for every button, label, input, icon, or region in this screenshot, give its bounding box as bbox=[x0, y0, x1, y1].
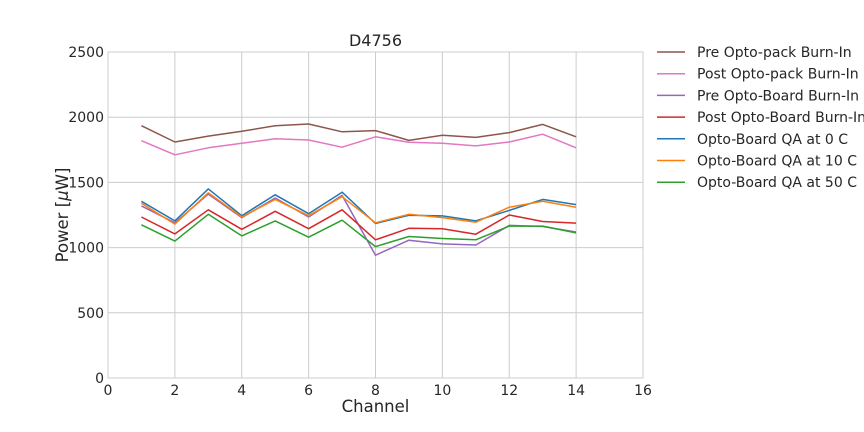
y-axis-title-mu: μ bbox=[53, 190, 72, 202]
x-tick-label: 12 bbox=[500, 383, 518, 399]
series-line-4 bbox=[141, 188, 577, 225]
y-tick-label: 1500 bbox=[68, 175, 104, 191]
legend-label: Pre Opto-Board Burn-In bbox=[697, 88, 859, 104]
y-tick-label: 2000 bbox=[68, 110, 104, 126]
plot-frame bbox=[107, 51, 644, 379]
legend-label: Opto-Board QA at 0 C bbox=[697, 132, 848, 148]
x-tick-label: 0 bbox=[104, 383, 113, 399]
legend-label: Pre Opto-pack Burn-In bbox=[697, 45, 852, 61]
y-axis-title: Power [μW] bbox=[53, 168, 72, 263]
x-axis-title: Channel bbox=[342, 397, 410, 416]
x-tick-label: 10 bbox=[433, 383, 451, 399]
y-axis-title-prefix: Power [ bbox=[53, 201, 72, 263]
tick-labels: 0 2 4 6 8 10 12 14 16 0 500 1000 1500 2000 2500 bbox=[68, 45, 652, 399]
x-tick-label: 14 bbox=[567, 383, 585, 399]
series-line-5 bbox=[141, 192, 577, 225]
series-line-3 bbox=[141, 209, 577, 241]
legend-label: Post Opto-Board Burn-In bbox=[697, 110, 864, 126]
legend-label: Opto-Board QA at 10 C bbox=[697, 154, 857, 170]
y-tick-label: 500 bbox=[77, 306, 104, 322]
series-lines bbox=[141, 123, 577, 256]
x-tick-label: 6 bbox=[304, 383, 313, 399]
x-tick-label: 8 bbox=[371, 383, 380, 399]
legend-label: Post Opto-pack Burn-In bbox=[697, 67, 859, 83]
chart-title: D4756 bbox=[349, 31, 402, 50]
x-tick-label: 16 bbox=[634, 383, 652, 399]
y-tick-label: 1000 bbox=[68, 241, 104, 257]
series-line-1 bbox=[141, 133, 577, 156]
series-line-6 bbox=[141, 213, 577, 248]
y-tick-label: 2500 bbox=[68, 45, 104, 61]
x-tick-label: 2 bbox=[170, 383, 179, 399]
y-tick-label: 0 bbox=[95, 371, 104, 387]
legend: Pre Opto-pack Burn-In Post Opto-pack Burn… bbox=[657, 45, 864, 191]
legend-label: Opto-Board QA at 50 C bbox=[697, 175, 857, 191]
y-axis-title-suffix: W] bbox=[53, 168, 72, 191]
x-tick-label: 4 bbox=[237, 383, 246, 399]
series-line-0 bbox=[141, 123, 577, 143]
